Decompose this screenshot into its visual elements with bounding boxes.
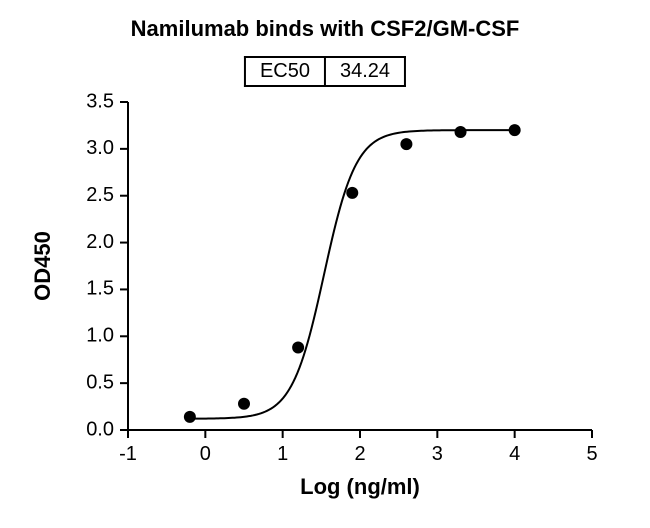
x-tick-label: 2 (354, 443, 365, 465)
data-point (509, 124, 521, 136)
y-tick-label: 3.0 (86, 137, 114, 159)
y-tick-label: 1.5 (86, 278, 114, 300)
y-tick-label: 3.5 (86, 90, 114, 112)
y-tick-label: 2.0 (86, 231, 114, 253)
x-tick-label: 5 (586, 443, 597, 465)
chart-svg: 0.0 0.5 1.0 1.5 2.0 2.5 3.0 3.5 -1 0 1 2 3 4 5 Log (ng/… (0, 0, 650, 528)
data-point (238, 398, 250, 410)
x-tick-label: -1 (119, 443, 137, 465)
data-point (346, 187, 358, 199)
y-tick-label: 0.5 (86, 371, 114, 393)
x-tick-label: 4 (509, 443, 520, 465)
y-tick-label: 2.5 (86, 184, 114, 206)
data-point (400, 138, 412, 150)
y-axis-title: OD450 (30, 231, 55, 301)
x-tick-label: 3 (432, 443, 443, 465)
chart-container: Namilumab binds with CSF2/GM-CSF EC50 34… (0, 0, 650, 528)
data-point (184, 411, 196, 423)
y-tick-label: 0.0 (86, 418, 114, 440)
y-tick-label: 1.0 (86, 325, 114, 347)
data-point (455, 126, 467, 138)
x-tick-label: 1 (277, 443, 288, 465)
data-point (292, 342, 304, 354)
x-axis-title: Log (ng/ml) (300, 474, 420, 499)
fit-curve (190, 130, 515, 419)
x-tick-label: 0 (200, 443, 211, 465)
